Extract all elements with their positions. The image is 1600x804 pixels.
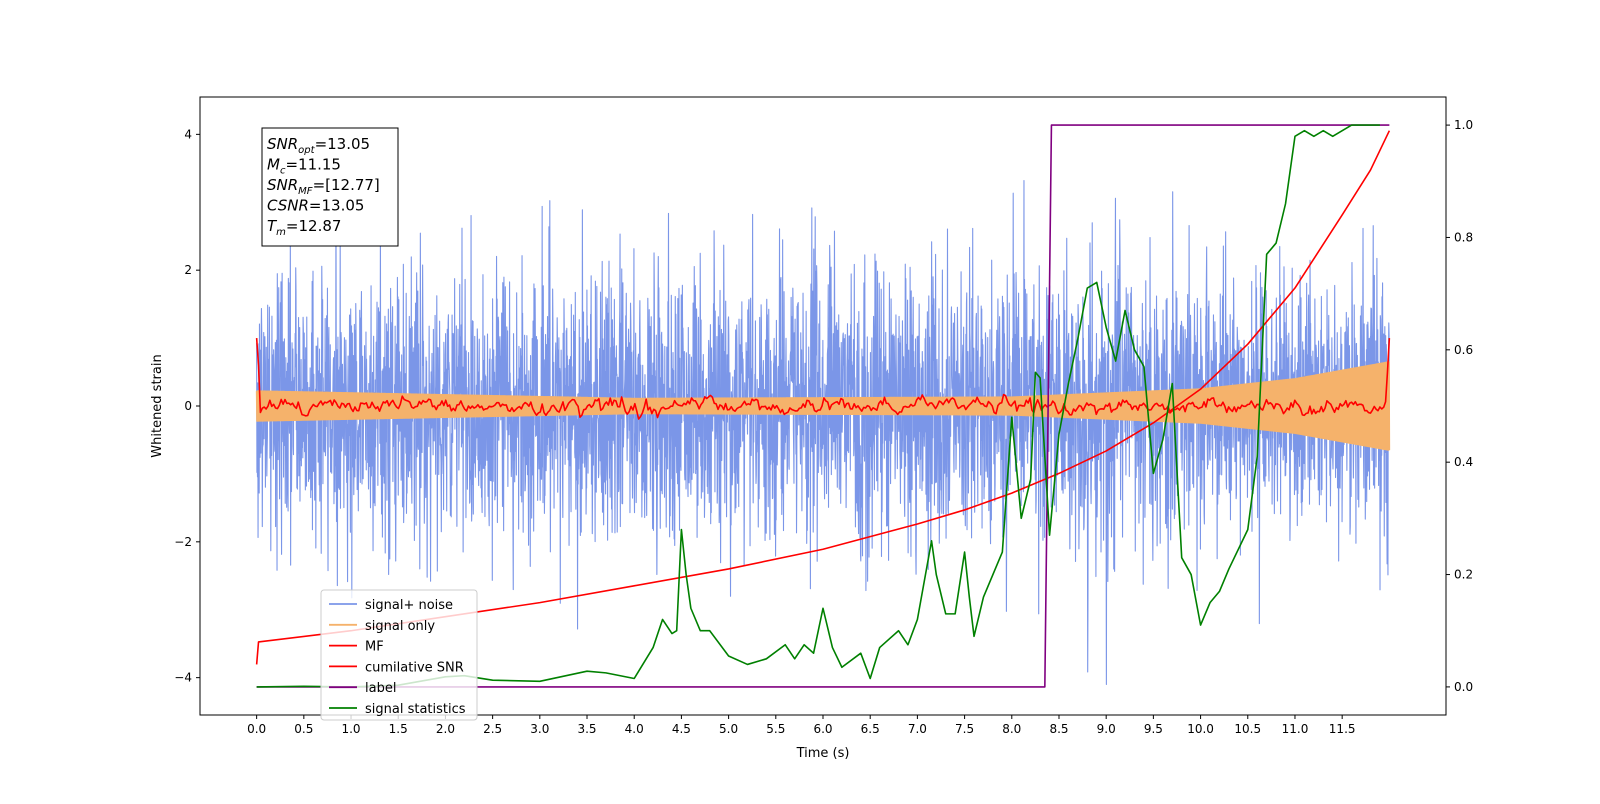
annotation-line: CSNR=13.05 [267,197,364,215]
x-tick-label: 0.5 [294,722,313,736]
x-tick-label: 4.0 [625,722,644,736]
series-signal-only-line [255,361,1391,451]
y2-tick-label: 0.8 [1454,230,1473,244]
x-tick-label: 7.0 [908,722,927,736]
x-tick-label: 4.5 [672,722,691,736]
x-tick-label: 0.0 [247,722,266,736]
y2-tick-label: 0.4 [1454,455,1473,469]
y2-tick-label: 1.0 [1454,118,1473,132]
x-axis-label: Time (s) [796,746,850,761]
y-tick-label: 0 [184,399,192,413]
x-tick-label: 11.5 [1329,722,1356,736]
x-tick-label: 1.5 [389,722,408,736]
legend: signal+ noise signal only MF cumilative SNR… [320,589,478,721]
ticks-layer: 0.0 0.5 1.0 1.5 2.0 2.5 3.0 3.5 4.0 4.5 5.0 5.5 6.0 6… [174,118,1473,736]
x-tick-label: 8.0 [1002,722,1021,736]
x-tick-label: 5.5 [766,722,785,736]
legend-frame [320,589,478,721]
y-tick-label: 2 [184,263,192,277]
annotation-line: SNRopt=13.05 [267,135,370,156]
x-tick-label: 10.0 [1187,722,1214,736]
x-tick-label: 2.0 [436,722,455,736]
x-tick-label: 3.5 [577,722,596,736]
x-tick-label: 5.0 [719,722,738,736]
x-tick-label: 6.0 [813,722,832,736]
x-tick-label: 6.5 [861,722,880,736]
legend-label: label [365,681,396,696]
x-tick-label: 3.0 [530,722,549,736]
x-tick-label: 2.5 [483,722,502,736]
series-label-line [256,124,1390,688]
y-tick-label: 4 [184,127,192,141]
legend-label: signal statistics [365,702,466,717]
annotation-line: Tm=12.87 [267,217,341,238]
x-tick-label: 7.5 [955,722,974,736]
x-tick-label: 9.0 [1097,722,1116,736]
annotation-frame [261,127,399,247]
y-axis-label: Whitened strain [150,354,165,457]
x-tick-label: 9.5 [1144,722,1163,736]
x-tick-label: 8.5 [1049,722,1068,736]
annotation-box: SNRopt=13.05Mc=11.15SNRMF=[12.77]CSNR=13… [261,127,399,247]
annotation-line: SNRMF=[12.77] [267,176,380,197]
y-tick-label: −2 [174,535,192,549]
annotation-line: Mc=11.15 [267,156,341,177]
y2-tick-label: 0.2 [1454,568,1473,582]
x-tick-label: 11.0 [1282,722,1309,736]
series-signal-statistics-line [256,124,1380,688]
series-mf-line [255,338,1391,420]
legend-label: MF [365,640,384,655]
legend-label: signal+ noise [365,598,453,613]
y2-tick-label: 0.0 [1454,680,1473,694]
y2-tick-label: 0.6 [1454,343,1473,357]
x-tick-label: 10.5 [1234,722,1261,736]
y-tick-label: −4 [174,671,192,685]
x-tick-label: 1.0 [341,722,360,736]
legend-label: cumilative SNR [365,660,464,675]
legend-label: signal only [365,619,435,634]
